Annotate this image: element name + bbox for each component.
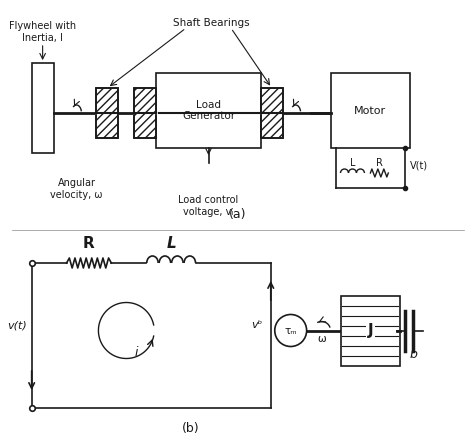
Text: R: R — [83, 236, 95, 251]
Bar — [134, 88, 156, 138]
FancyBboxPatch shape — [156, 73, 261, 148]
Text: Load control
voltage, vₗ: Load control voltage, vₗ — [178, 195, 238, 217]
Text: ω: ω — [317, 334, 326, 345]
Circle shape — [275, 315, 307, 346]
FancyBboxPatch shape — [340, 295, 400, 365]
FancyBboxPatch shape — [330, 73, 410, 148]
Text: R: R — [376, 158, 383, 168]
Text: L: L — [166, 236, 176, 251]
Bar — [261, 88, 283, 138]
Text: Angular
velocity, ω: Angular velocity, ω — [50, 178, 103, 200]
Text: b: b — [409, 349, 417, 361]
Bar — [134, 88, 156, 138]
Bar — [96, 88, 118, 138]
FancyBboxPatch shape — [32, 63, 54, 153]
Text: v(t): v(t) — [7, 320, 27, 330]
Text: L: L — [350, 158, 355, 168]
Bar — [96, 88, 118, 138]
Text: vᵇ: vᵇ — [251, 320, 263, 330]
Text: J: J — [367, 323, 373, 338]
Text: τₘ: τₘ — [284, 326, 297, 335]
Text: Shaft Bearings: Shaft Bearings — [173, 18, 249, 28]
Text: V(t): V(t) — [410, 160, 428, 170]
Text: Flywheel with
Inertia, I: Flywheel with Inertia, I — [9, 21, 76, 43]
Text: Motor: Motor — [355, 105, 386, 116]
Bar — [261, 88, 283, 138]
Text: (b): (b) — [182, 422, 200, 435]
Text: (a): (a) — [229, 208, 246, 221]
Text: Load
Generator: Load Generator — [182, 100, 235, 121]
Text: i: i — [135, 346, 138, 358]
